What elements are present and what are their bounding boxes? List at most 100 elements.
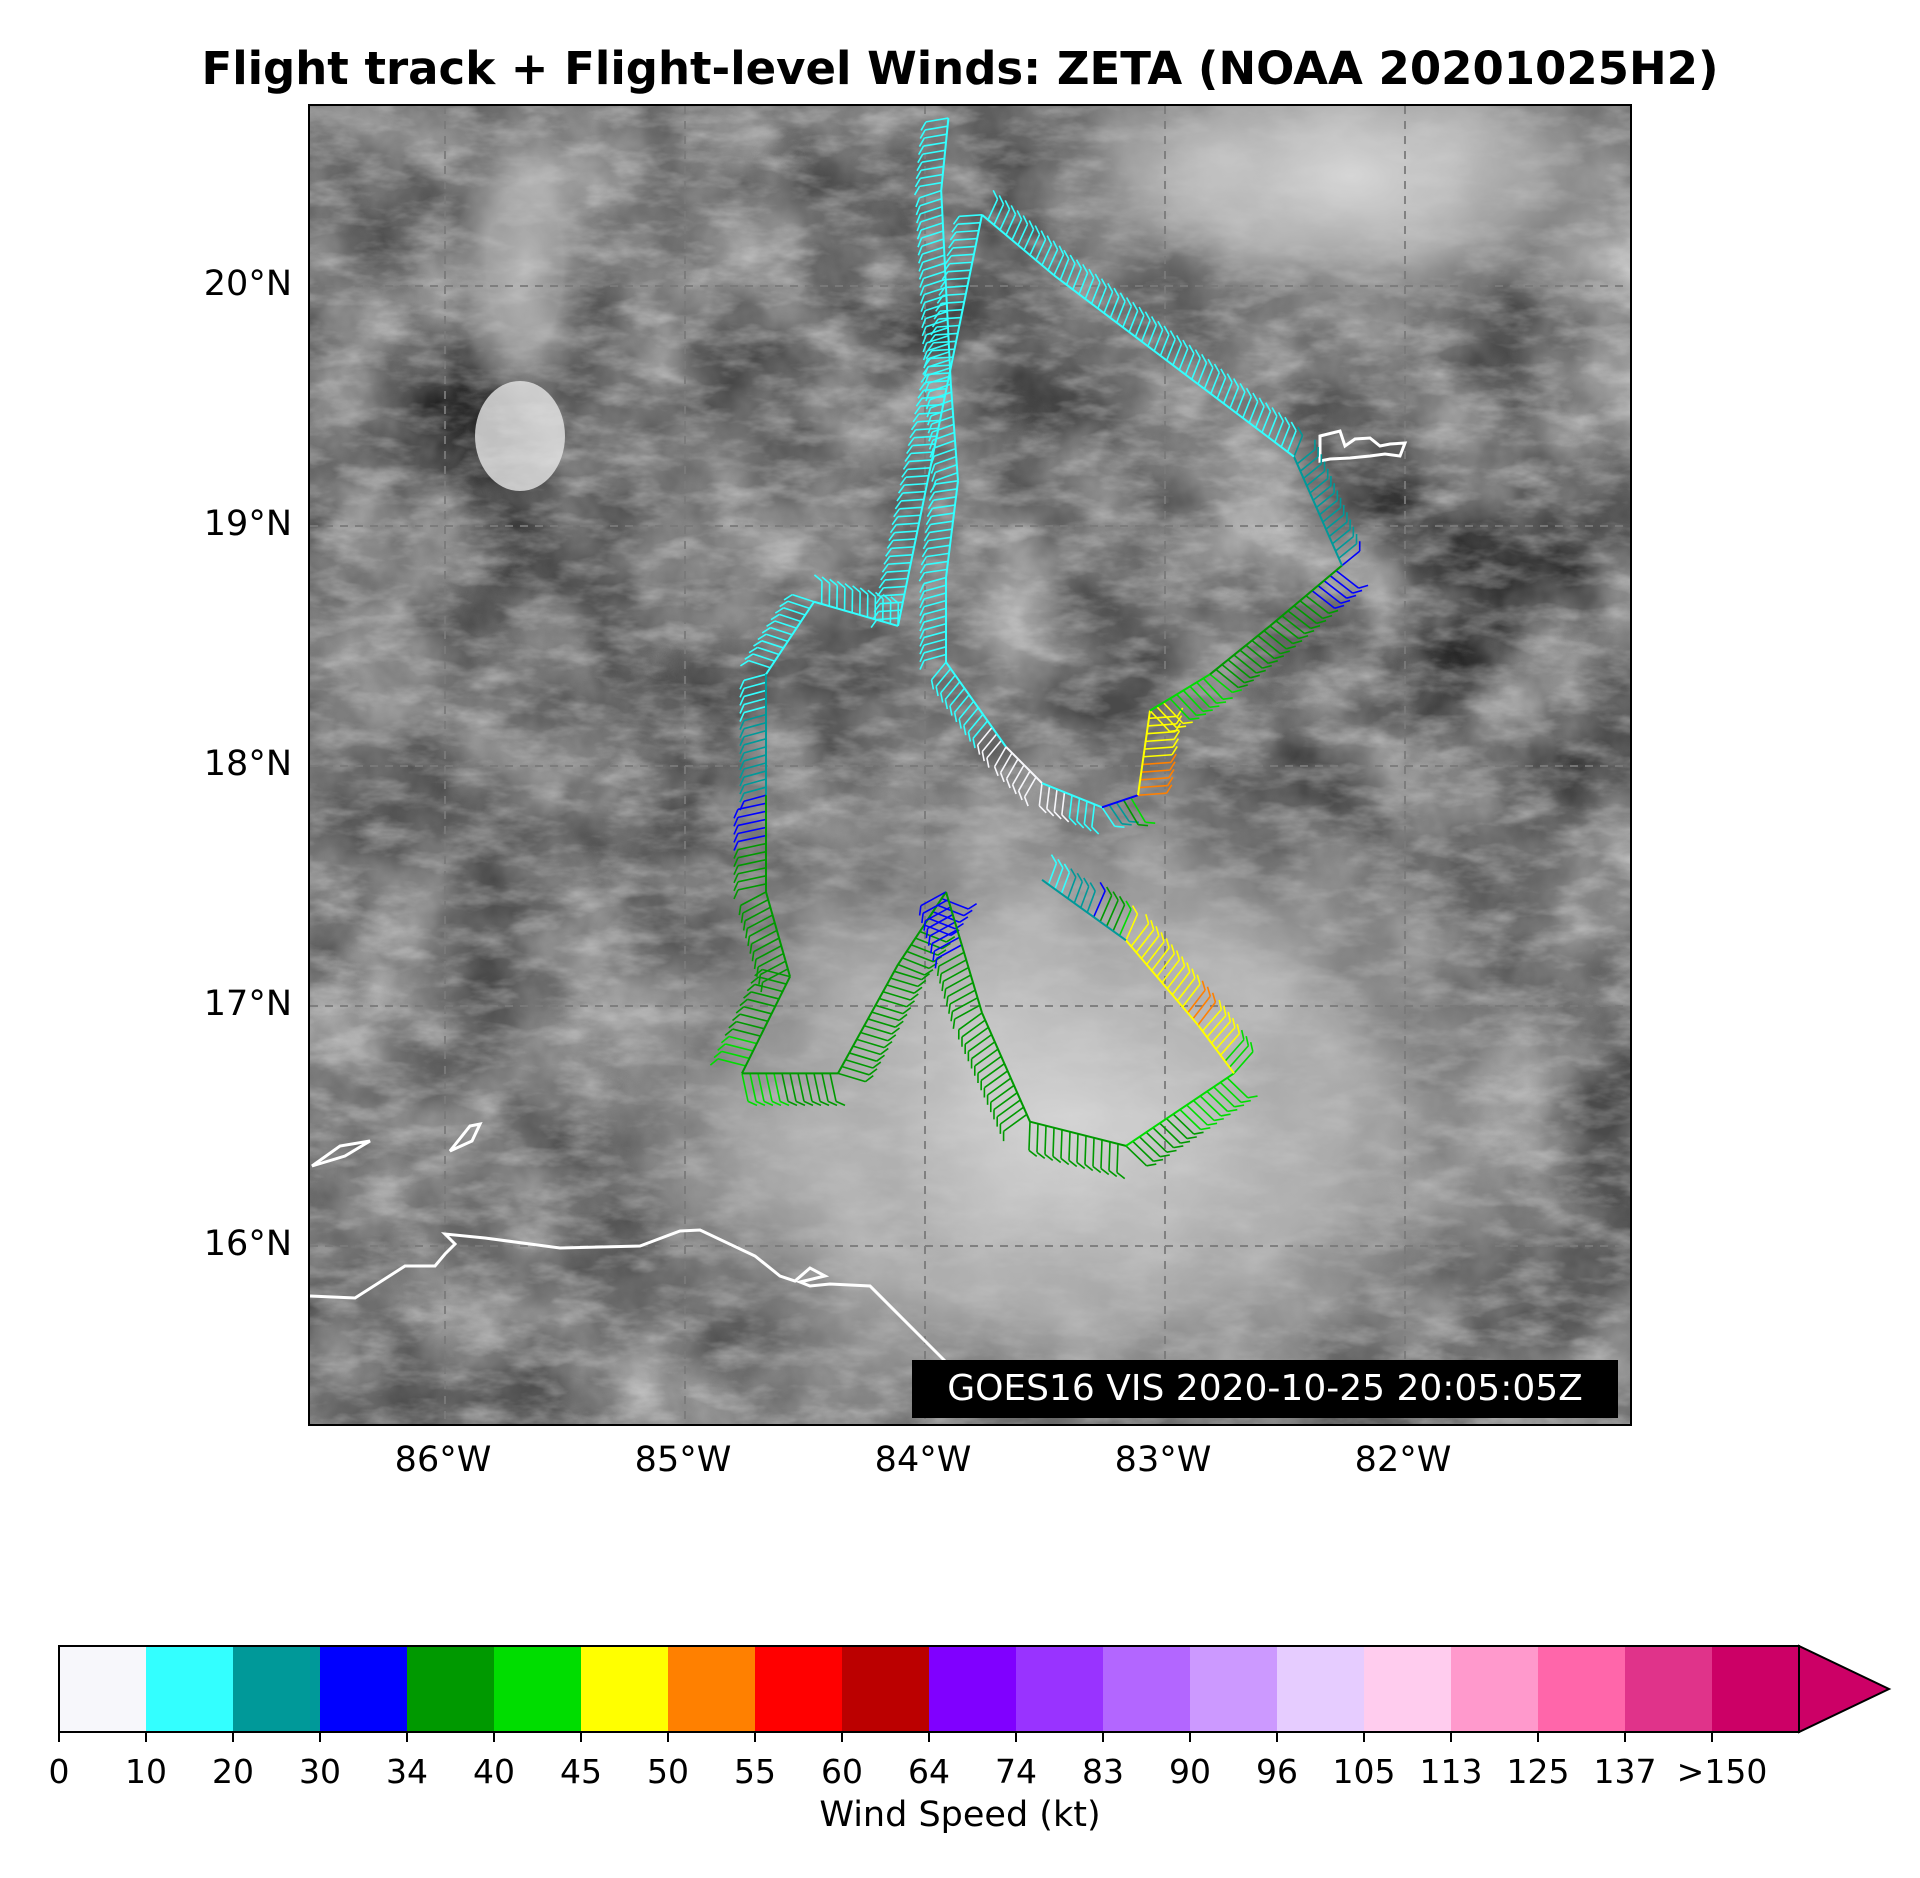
wind-barb: [1206, 1015, 1227, 1038]
wind-barb-flag: [1166, 1149, 1177, 1153]
flight-track-segment: [1029, 1120, 1127, 1147]
wind-barb: [721, 1050, 750, 1060]
wind-barb: [1224, 1039, 1245, 1062]
wind-barb: [923, 622, 947, 631]
wind-barb-flag: [1258, 397, 1265, 407]
wind-barb-flag: [1125, 297, 1133, 307]
wind-barb: [894, 970, 922, 981]
wind-barb-flag: [919, 286, 925, 296]
wind-barb-flag: [751, 951, 755, 962]
flight-track-segment: [1041, 879, 1127, 942]
wind-barb: [1084, 277, 1095, 300]
wind-barb-flag: [934, 958, 938, 969]
wind-barb: [1235, 391, 1246, 414]
wind-barb: [928, 917, 956, 930]
wind-barb-flag: [932, 950, 936, 961]
wind-barb-flag: [949, 705, 953, 716]
wind-barb-flag: [761, 626, 771, 634]
wind-barb-flag: [1271, 407, 1278, 417]
wind-barb: [922, 149, 946, 155]
wind-barb-flag: [750, 976, 760, 984]
wind-barb: [934, 332, 958, 336]
wind-barb: [1067, 876, 1077, 899]
colorbar-cell: [1190, 1646, 1278, 1732]
wind-barb: [770, 626, 793, 636]
flight-track-segment: [1197, 383, 1295, 458]
wind-barb-flag: [914, 177, 922, 188]
wind-barb: [990, 1084, 1015, 1103]
wind-barb-flag: [929, 483, 937, 493]
wind-barb: [1036, 1123, 1039, 1153]
wind-barb: [921, 230, 944, 239]
wind-barb-flag: [890, 596, 899, 604]
wind-barb: [925, 380, 949, 384]
wind-barb-flag: [829, 578, 838, 587]
wind-barb: [949, 687, 966, 707]
wind-barb-flag: [1105, 886, 1113, 896]
lat-label-17n: 17°N: [203, 984, 292, 1024]
wind-barb: [1202, 677, 1224, 700]
wind-barb: [1149, 710, 1171, 732]
wind-barb: [1144, 746, 1174, 750]
wind-barb-flag: [918, 269, 924, 280]
wind-barb-flag: [1252, 392, 1259, 403]
wind-barb-flag: [738, 905, 742, 916]
wind-barb: [737, 818, 767, 827]
wind-barb: [883, 585, 907, 589]
wind-barb: [1005, 758, 1019, 780]
wind-barb: [1203, 367, 1214, 390]
wind-barb: [1335, 569, 1360, 589]
wind-barb-flag: [917, 145, 925, 156]
wind-barb-flag: [748, 646, 758, 654]
map-panel[interactable]: [308, 104, 1632, 1426]
wind-barb: [1263, 630, 1287, 650]
wind-barb-flag: [1040, 230, 1047, 240]
wind-barb: [1052, 1127, 1055, 1157]
wind-barb-flag: [1334, 604, 1345, 610]
wind-barb: [971, 1041, 996, 1060]
wind-barb: [924, 302, 948, 312]
wind-barb: [993, 203, 1005, 226]
wind-barb: [1215, 668, 1239, 689]
wind-barb: [1090, 282, 1101, 304]
wind-barb-flag: [1316, 619, 1327, 625]
wind-barb-flag: [943, 263, 951, 273]
wind-barb: [725, 1043, 754, 1052]
wind-barb-flag: [920, 294, 926, 304]
wind-barb-flag: [937, 949, 947, 956]
wind-barb-flag: [920, 556, 928, 566]
lon-label-85w: 85°W: [634, 1440, 732, 1480]
wind-barb-flag: [1094, 273, 1101, 283]
wind-barb-flag: [821, 576, 831, 584]
wind-barb: [944, 285, 968, 289]
wind-barb-flag: [1286, 645, 1296, 650]
colorbar-cell: [1451, 1646, 1539, 1732]
wind-barb-flag: [913, 986, 923, 994]
wind-barb-flag: [733, 841, 739, 851]
wind-barb-flag: [733, 873, 739, 884]
colorbar-tick-label: 60: [821, 1752, 863, 1791]
wind-barb: [765, 633, 789, 643]
wind-barb-flag: [1107, 282, 1114, 293]
wind-barb: [928, 364, 952, 368]
lon-label-83w: 83°W: [1114, 1440, 1212, 1480]
wind-barb: [924, 286, 947, 296]
wind-barb-flag: [949, 231, 957, 241]
wind-barb: [977, 1055, 1002, 1074]
wind-barb: [758, 976, 787, 985]
wind-barb: [939, 308, 963, 312]
wind-barb: [742, 898, 769, 914]
flight-track-winds: [709, 117, 1369, 1180]
wind-barb-flag: [732, 1013, 741, 1022]
wind-barb: [737, 850, 767, 859]
wind-barb: [1196, 681, 1217, 704]
wind-barb-flag: [1274, 655, 1284, 660]
wind-barb: [923, 576, 947, 585]
wind-barb-flag: [753, 640, 763, 647]
wind-barb: [1257, 634, 1281, 655]
wind-barb-flag: [758, 974, 762, 985]
wind-barb: [924, 125, 948, 131]
flight-track-segment: [1005, 746, 1043, 784]
wind-barb: [967, 1033, 993, 1053]
wind-barb: [931, 512, 955, 518]
